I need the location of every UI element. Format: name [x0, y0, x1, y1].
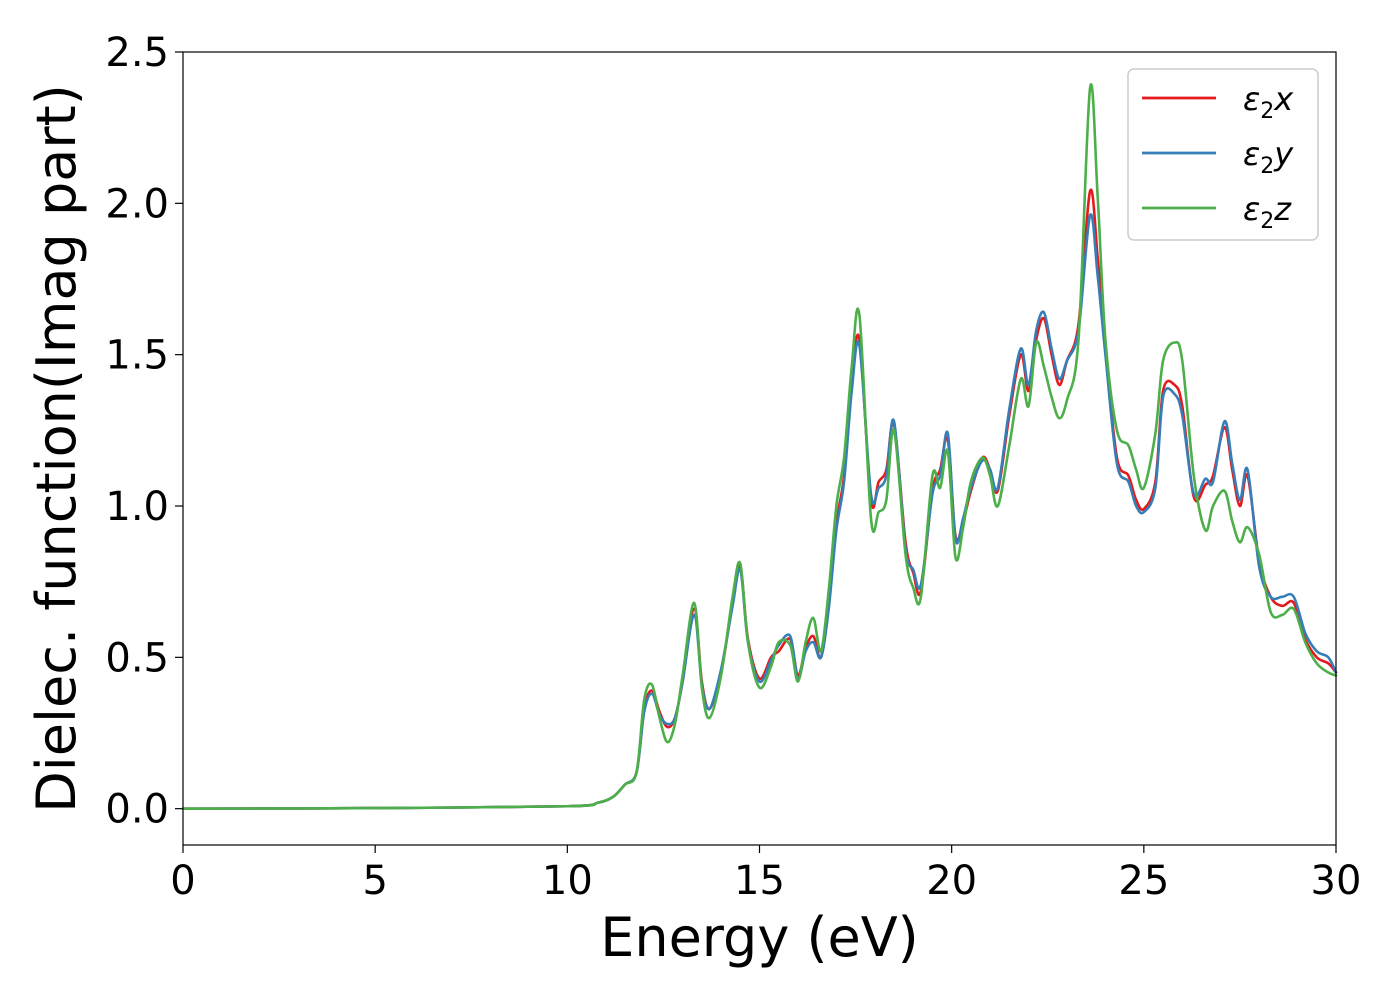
- y-tick-label: 1.0: [105, 484, 169, 530]
- x-tick-label: 25: [1118, 858, 1169, 904]
- y-tick-label: 0.0: [105, 787, 169, 833]
- x-axis-title: Energy (eV): [600, 906, 919, 969]
- y-tick-label: 2.0: [105, 181, 169, 227]
- y-tick-label: 0.5: [105, 635, 169, 681]
- legend-label-x: ε2x: [1243, 80, 1294, 124]
- x-tick-label: 15: [734, 858, 785, 904]
- x-tick-label: 5: [362, 858, 387, 904]
- y-axis-title: Dielec. function(Imag part): [25, 84, 88, 813]
- x-tick-label: 10: [542, 858, 593, 904]
- y-axis: 0.0 0.5 1.0 1.5 2.0 2.5: [105, 30, 183, 833]
- x-tick-label: 0: [170, 858, 195, 904]
- y-tick-label: 1.5: [105, 333, 169, 379]
- legend: ε2x ε2y ε2z: [1127, 68, 1319, 241]
- x-axis: 0 5 10 15 20 25 30: [170, 845, 1361, 904]
- series-layer: [181, 83, 1338, 810]
- series-line-z: [181, 83, 1338, 810]
- legend-label-z: ε2z: [1243, 190, 1292, 234]
- legend-box: [1127, 68, 1319, 241]
- legend-label-y: ε2y: [1243, 135, 1294, 179]
- y-tick-label: 2.5: [105, 30, 169, 76]
- x-tick-label: 30: [1311, 858, 1362, 904]
- x-tick-label: 20: [926, 858, 977, 904]
